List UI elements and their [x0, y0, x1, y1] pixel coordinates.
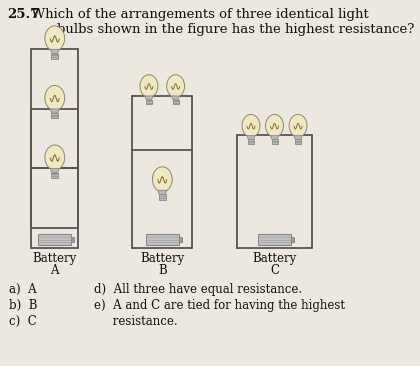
Bar [52, 113, 58, 118]
Bar [179, 237, 182, 242]
Bar [52, 173, 58, 178]
Circle shape [140, 75, 158, 97]
Text: c)  C: c) C [9, 315, 37, 328]
Circle shape [45, 145, 65, 170]
Polygon shape [171, 96, 180, 100]
Bar [38, 234, 71, 245]
Circle shape [167, 75, 184, 97]
Polygon shape [294, 136, 302, 139]
Polygon shape [270, 136, 278, 139]
Bar [52, 53, 58, 59]
Text: b)  B: b) B [9, 299, 38, 312]
Bar [295, 139, 301, 144]
Text: resistance.: resistance. [94, 315, 178, 328]
Text: d)  All three have equal resistance.: d) All three have equal resistance. [94, 283, 302, 296]
Circle shape [45, 26, 65, 51]
Text: B: B [158, 264, 167, 277]
Text: Which of the arrangements of three identical light
        bulbs shown in the fi: Which of the arrangements of three ident… [24, 8, 415, 36]
Circle shape [265, 115, 284, 137]
Circle shape [242, 115, 260, 137]
Bar [146, 234, 179, 245]
Text: Battery: Battery [252, 253, 297, 265]
Circle shape [152, 167, 172, 192]
Bar [258, 234, 291, 245]
Text: C: C [270, 264, 279, 277]
Bar [291, 237, 294, 242]
Text: 25.7: 25.7 [7, 8, 39, 21]
Circle shape [289, 115, 307, 137]
Text: Battery: Battery [33, 253, 77, 265]
Text: e)  A and C are tied for having the highest: e) A and C are tied for having the highe… [94, 299, 345, 312]
Text: A: A [50, 264, 59, 277]
Circle shape [45, 85, 65, 111]
Bar [71, 237, 74, 242]
Polygon shape [50, 49, 59, 53]
Text: Battery: Battery [140, 253, 184, 265]
Polygon shape [50, 109, 59, 113]
Bar [159, 194, 165, 199]
Bar [272, 139, 278, 144]
Bar [173, 100, 178, 104]
Polygon shape [145, 96, 153, 100]
Polygon shape [50, 168, 59, 173]
Bar [248, 139, 254, 144]
Text: a)  A: a) A [9, 283, 37, 296]
Polygon shape [158, 190, 167, 194]
Bar [146, 100, 152, 104]
Polygon shape [247, 136, 255, 139]
